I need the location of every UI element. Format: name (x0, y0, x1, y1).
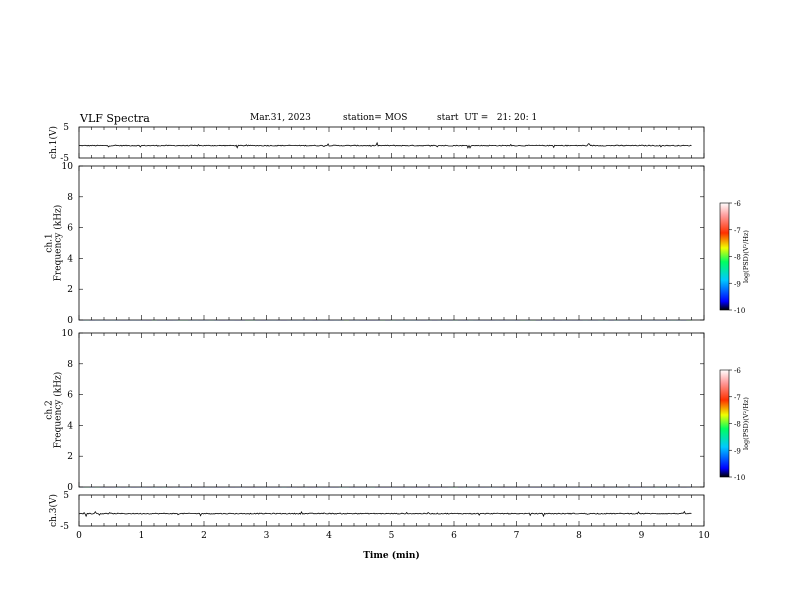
y-tick-label: -5 (60, 522, 69, 532)
x-tick-label: 6 (451, 531, 457, 541)
x-tick-label: 7 (514, 531, 520, 541)
x-tick-label: 4 (326, 531, 332, 541)
station-label: station= MOS (343, 113, 408, 123)
panel-frame (78, 126, 705, 159)
y-tick-label: 5 (63, 123, 69, 133)
x-axis-label: Time (min) (363, 550, 420, 561)
x-tick-label: 10 (698, 531, 710, 541)
figure-title: VLF Spectra (80, 112, 150, 125)
waveform-line (78, 510, 692, 518)
y-tick-label: 5 (63, 491, 69, 501)
x-tick-label: 5 (389, 531, 395, 541)
x-tick-label: 2 (201, 531, 207, 541)
y-axis-label: ch.1(V) (48, 126, 59, 159)
x-tick-label: 8 (576, 531, 582, 541)
y-tick-label: -5 (60, 154, 69, 164)
x-tick-label: 1 (139, 531, 145, 541)
x-tick-label: 3 (264, 531, 270, 541)
panel-frame (78, 494, 705, 527)
x-tick-label: 0 (76, 531, 82, 541)
date-label: Mar.31, 2023 (250, 113, 311, 123)
x-tick-label: 9 (639, 531, 645, 541)
waveform-line (79, 141, 692, 149)
start-time-label: start UT = 21: 20: 1 (437, 113, 538, 123)
y-axis-label: ch.3(V) (48, 494, 59, 527)
